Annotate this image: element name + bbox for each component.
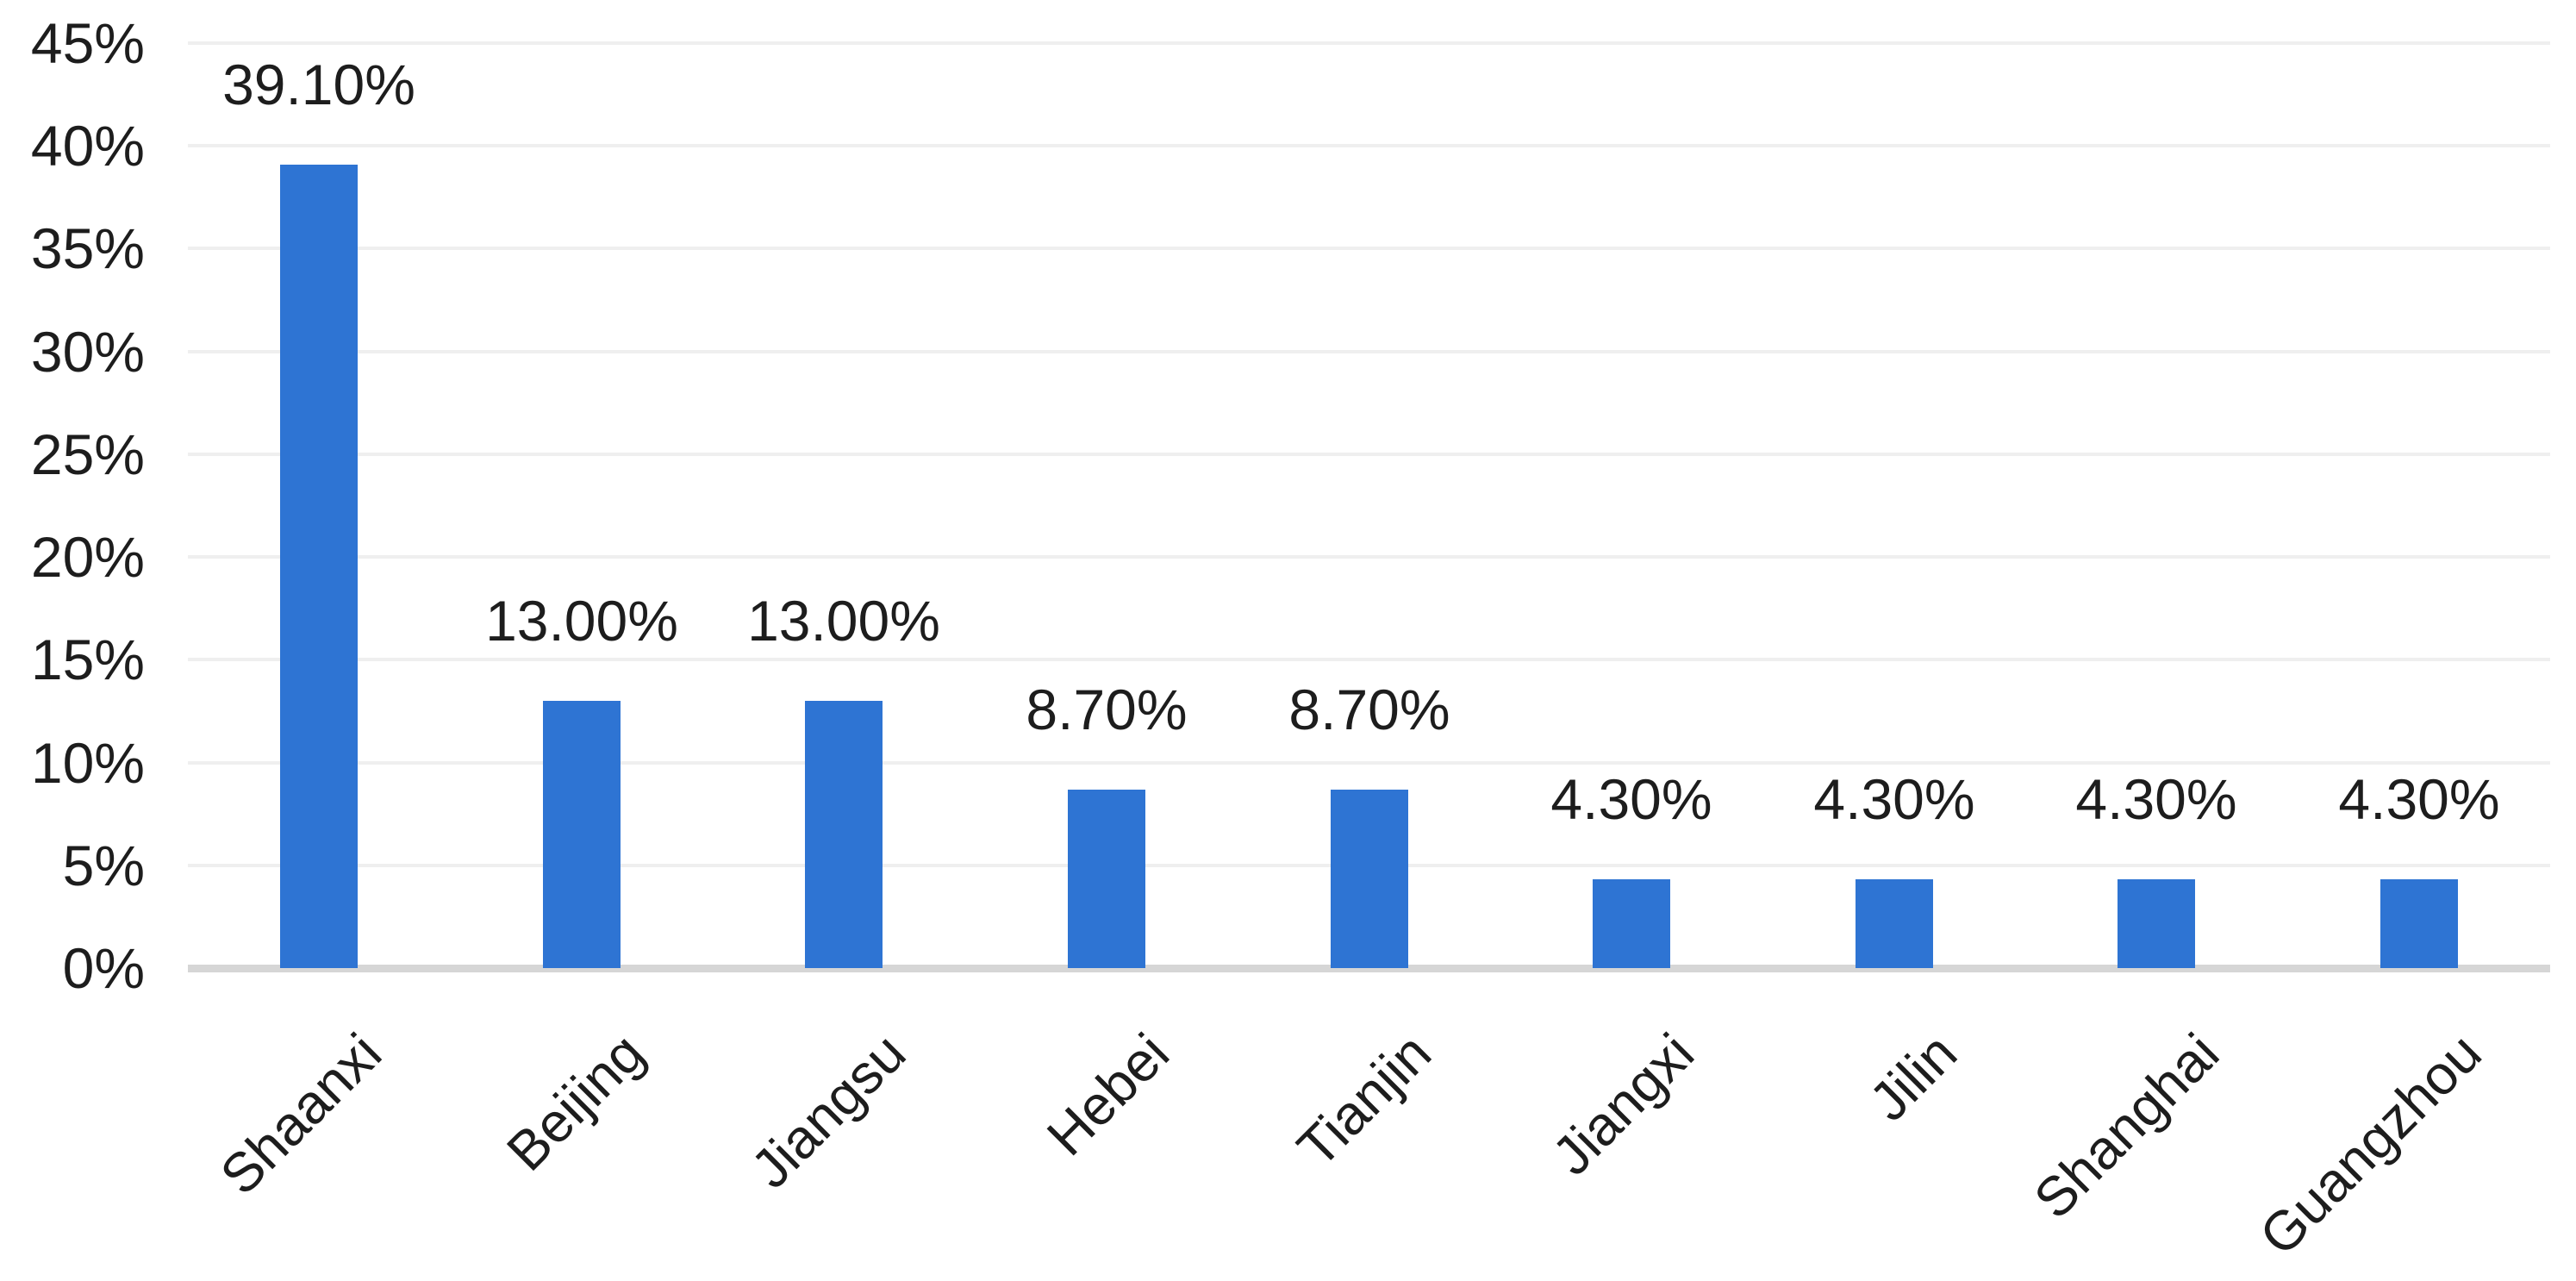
x-axis-category-label: Hebei xyxy=(1034,1022,1181,1168)
gridline xyxy=(188,41,2550,45)
x-axis-category-label: Guangzhou xyxy=(2247,1022,2493,1267)
x-axis-category-label: Jiangsu xyxy=(739,1022,918,1200)
bar-value-label: 4.30% xyxy=(2338,767,2500,831)
x-axis-category-label: Beijing xyxy=(495,1022,656,1183)
bar-jiangxi xyxy=(1593,879,1670,968)
y-axis-tick-label: 40% xyxy=(30,114,145,178)
x-axis-line xyxy=(188,965,2550,972)
x-axis-category-label: Tianjin xyxy=(1285,1022,1443,1179)
y-axis-tick-label: 10% xyxy=(30,731,145,795)
bar-hebei xyxy=(1068,790,1145,968)
y-axis-tick-label: 45% xyxy=(30,11,145,75)
y-axis-tick-label: 15% xyxy=(30,628,145,691)
gridline xyxy=(188,555,2550,559)
bar-jilin xyxy=(1856,879,1933,968)
bar-value-label: 8.70% xyxy=(1288,678,1450,741)
bar-tianjin xyxy=(1331,790,1408,968)
bar-value-label: 39.10% xyxy=(222,53,415,116)
bar-value-label: 4.30% xyxy=(1813,767,1975,831)
gridline xyxy=(188,144,2550,147)
gridline xyxy=(188,247,2550,250)
y-axis-tick-label: 30% xyxy=(30,320,145,384)
x-axis-category-label: Shanghai xyxy=(2021,1022,2230,1231)
y-axis-tick-label: 5% xyxy=(62,834,145,897)
x-axis-category-label: Shaanxi xyxy=(208,1022,393,1207)
y-axis-tick-label: 20% xyxy=(30,525,145,589)
bar-shaanxi xyxy=(280,165,358,968)
y-axis-tick-label: 25% xyxy=(30,422,145,486)
gridline xyxy=(188,761,2550,765)
gridline xyxy=(188,453,2550,456)
bar-shanghai xyxy=(2118,879,2195,968)
gridline xyxy=(188,350,2550,353)
bar-value-label: 13.00% xyxy=(747,589,940,653)
bar-value-label: 13.00% xyxy=(485,589,678,653)
x-axis-category-label: Jiangxi xyxy=(1540,1022,1706,1187)
bar-value-label: 8.70% xyxy=(1026,678,1188,741)
bar-jiangsu xyxy=(805,701,883,968)
y-axis-tick-label: 35% xyxy=(30,216,145,280)
bar-beijing xyxy=(543,701,621,968)
x-axis-category-label: Jilin xyxy=(1857,1022,1968,1133)
bar-guangzhou xyxy=(2380,879,2458,968)
bar-value-label: 4.30% xyxy=(2075,767,2237,831)
y-axis-tick-label: 0% xyxy=(62,936,145,1000)
bar-value-label: 4.30% xyxy=(1550,767,1712,831)
gridline xyxy=(188,658,2550,661)
